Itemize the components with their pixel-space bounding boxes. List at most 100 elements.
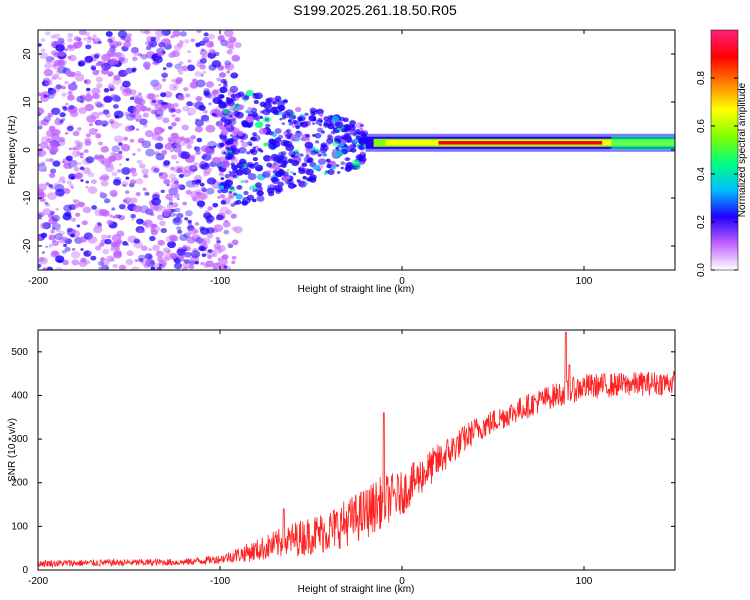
spectrogram-noise-cell [205,214,215,223]
spectrogram-transition-cell [319,147,328,154]
spectrogram-noise-cell [216,214,224,221]
spectrogram-noise-cell [104,161,114,169]
spectrogram-transition-cell [287,119,292,123]
spectrogram-noise-cell [129,96,135,101]
spectrogram-noise-cell [190,250,201,258]
spectrogram-noise-cell [116,41,123,46]
spectrogram-noise-cell [170,166,175,171]
spectrogram-noise-cell [216,239,221,244]
spectrogram-transition-cell [299,153,304,157]
spectrogram-noise-cell [140,105,148,112]
snr-xlabel: Height of straight line (km) [298,584,415,595]
spectrogram-noise-cell [74,73,85,82]
chart-title: S199.2025.261.18.50.R05 [293,2,457,18]
colorbar-ticks: 0.0 0.2 0.4 0.6 0.8 [696,71,738,277]
spectrogram-noise-cell [176,197,180,201]
spectrogram-ytick-label: 10 [22,96,33,108]
spectrogram-noise-cell [98,111,104,116]
spectrogram-noise-cell [47,192,58,201]
spectrogram-noise-cell [82,220,88,226]
spectrogram-noise-cell [186,144,192,149]
spectrogram-transition-cell [218,100,222,103]
spectrogram-noise-cell [186,101,193,107]
spectrogram-noise-cell [154,109,164,117]
spectrogram-transition-cell [254,121,264,129]
spectrogram-noise-cell [185,245,191,250]
spectrogram-noise-cell [200,261,205,266]
spectrogram-noise-cell [213,224,224,233]
spectrogram-noise-cell [40,38,46,43]
spectrogram-noise-cell [162,67,167,71]
spectrogram-noise-cell [215,236,221,241]
spectrogram-noise-cell [91,93,99,99]
spectrogram-noise-cell [109,58,119,66]
spectrogram-noise-cell [227,243,234,249]
spectrogram-noise-cell [53,33,61,39]
spectrogram-transition-cell [320,130,325,134]
spectrogram-noise-cell [107,71,114,77]
spectrogram-noise-cell [212,108,220,114]
spectrogram-noise-cell [179,233,189,242]
spectrogram-noise-cell [106,255,115,262]
spectrogram-noise-cell [194,146,201,152]
spectrogram-transition-cell [336,164,340,167]
spectrogram-transition-cell [249,137,255,141]
spectrogram-noise-cell [51,214,61,222]
spectrogram-noise-cell [62,259,69,266]
spectrogram-noise-cell [151,99,157,104]
spectrogram-noise-cell [64,246,71,252]
spectrogram-transition-cell [241,120,249,126]
spectrogram-noise-cell [160,189,165,194]
spectrogram-transition-cell [235,175,239,179]
spectrogram-transition-cell [268,157,274,162]
spectrogram-band-tail [611,135,675,150]
spectrogram-noise-cell [67,44,73,49]
spectrogram-noise-cell [168,234,178,242]
spectrogram-transition-cell [243,190,249,196]
spectrogram-noise-cell [204,209,210,214]
spectrogram-transition-cell [230,93,236,98]
spectrogram-noise-cell [84,55,94,63]
spectrogram-noise-cell [229,38,237,44]
spectrogram-noise-cell [38,183,47,192]
spectrogram-noise-cell [230,72,239,79]
spectrogram-transition-cell [340,161,346,166]
spectrogram-noise-cell [211,60,222,68]
spectrogram-transition-cell [272,156,282,163]
spectrogram-noise-cell [128,89,137,96]
spectrogram-noise-cell [121,181,129,187]
spectrogram-transition-cell [327,134,332,138]
spectrogram-noise-cell [222,221,231,228]
spectrogram-transition-cell [356,131,360,135]
spectrogram-noise-cell [172,145,182,153]
spectrogram-noise-cell [136,218,144,225]
spectrogram-transition-cell [259,101,267,108]
spectrogram-noise-cell [103,175,109,180]
spectrogram-noise-cell [105,156,114,164]
spectrogram-noise-cell [233,117,237,121]
spectrogram-transition-cell [360,151,365,155]
spectrogram-transition-cell [327,169,335,175]
spectrogram-noise-cell [133,108,141,115]
spectrogram-noise-cell [149,235,156,242]
spectrogram-noise-cell [170,182,180,191]
spectrogram-noise-cell [111,171,118,177]
spectrogram-noise-cell [144,191,150,196]
spectrogram-noise-cell [155,113,160,118]
spectrogram-noise-cell [173,262,183,270]
spectrogram-noise-cell [99,191,104,195]
spectrogram-noise-cell [118,57,125,62]
spectrogram-noise-cell [153,126,164,135]
spectrogram-noise-cell [169,252,178,260]
spectrogram-noise-cell [163,256,170,262]
spectrogram-transition-cell [314,148,320,152]
spectrogram-noise-cell [226,70,231,74]
spectrogram-noise-cell [74,203,80,208]
spectrogram-noise-cell [90,255,97,261]
spectrogram-noise-cell [168,173,177,180]
spectrogram-noise-cell [173,213,178,217]
spectrogram-noise-cell [162,117,170,124]
spectrogram-noise-cell [185,180,196,188]
spectrogram-transition-cell [351,124,355,128]
spectrogram-noise-cell [200,114,210,122]
